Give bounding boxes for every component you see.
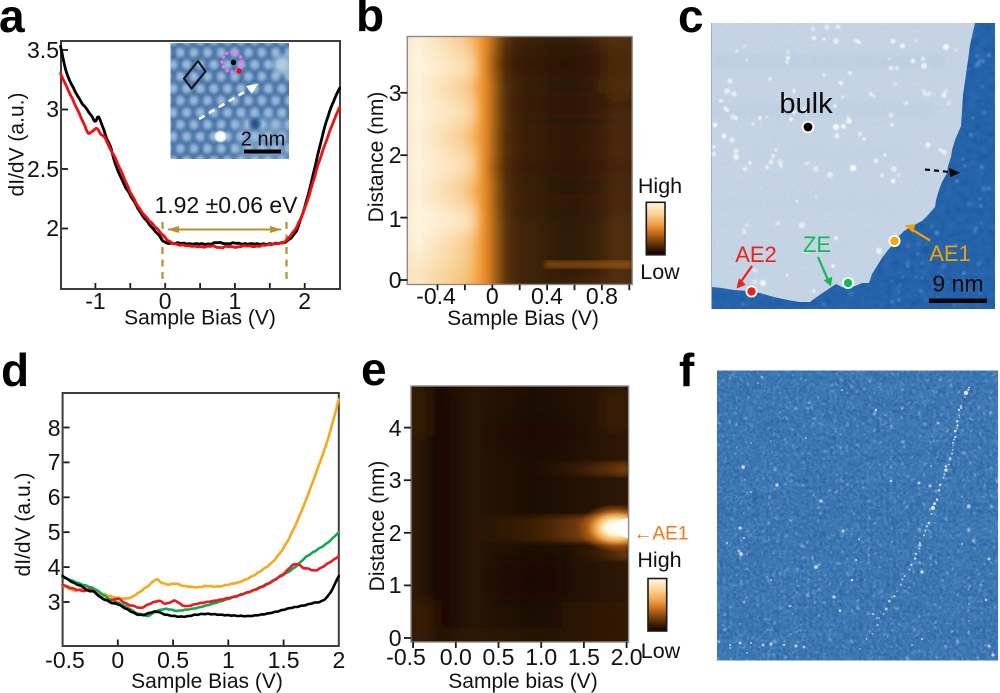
svg-text:bulk: bulk: [779, 88, 833, 120]
svg-text:AE2: AE2: [735, 242, 777, 267]
svg-text:2 nm: 2 nm: [241, 129, 285, 151]
svg-text:AE1: AE1: [929, 241, 971, 266]
svg-text:3: 3: [48, 589, 61, 615]
svg-text:1: 1: [229, 288, 242, 314]
svg-text:0.8: 0.8: [586, 283, 618, 309]
svg-text:-1: -1: [85, 288, 105, 314]
svg-text:2: 2: [389, 142, 402, 168]
svg-text:2.0: 2.0: [611, 644, 643, 670]
svg-text:1: 1: [222, 647, 235, 673]
svg-text:Sample Bias (V): Sample Bias (V): [124, 307, 276, 330]
svg-text:3: 3: [46, 96, 59, 122]
svg-text:Sample bias (V): Sample bias (V): [448, 670, 597, 693]
svg-text:Sample Bias (V): Sample Bias (V): [447, 307, 599, 330]
svg-text:High: High: [637, 548, 681, 572]
svg-text:e: e: [361, 343, 387, 395]
svg-text:9 nm: 9 nm: [932, 271, 983, 297]
svg-text:0: 0: [111, 647, 124, 673]
svg-text:8: 8: [48, 415, 61, 441]
svg-text:6: 6: [48, 484, 61, 510]
svg-text:4: 4: [389, 415, 402, 441]
svg-text:dI/dV (a.u.): dI/dV (a.u.): [12, 473, 35, 577]
svg-text:0.5: 0.5: [483, 644, 515, 670]
svg-text:2: 2: [46, 215, 59, 241]
svg-text:a: a: [0, 0, 25, 42]
svg-text:2: 2: [389, 520, 402, 546]
svg-text:Sample Bias (V): Sample Bias (V): [131, 670, 283, 693]
svg-text:1.92 ±0.06 eV: 1.92 ±0.06 eV: [154, 192, 298, 218]
svg-text:3: 3: [389, 80, 402, 106]
svg-text:Distance (nm): Distance (nm): [366, 461, 389, 592]
svg-text:4: 4: [48, 554, 61, 580]
svg-text:1.5: 1.5: [268, 647, 300, 673]
svg-text:-0.4: -0.4: [416, 283, 456, 309]
svg-text:2.5: 2.5: [27, 156, 59, 182]
svg-text:0: 0: [389, 267, 402, 293]
svg-text:d: d: [1, 344, 29, 396]
svg-text:0: 0: [486, 283, 499, 309]
svg-text:1: 1: [389, 206, 402, 232]
svg-text:ZE: ZE: [803, 232, 831, 257]
svg-text:3.5: 3.5: [27, 37, 59, 63]
svg-text:Low: Low: [641, 639, 681, 663]
svg-text:Low: Low: [640, 260, 680, 284]
svg-text:0: 0: [159, 288, 172, 314]
svg-text:1: 1: [389, 572, 402, 598]
svg-text:Distance (nm): Distance (nm): [365, 92, 388, 223]
svg-text:0.4: 0.4: [531, 283, 563, 309]
svg-text:2: 2: [298, 288, 311, 314]
svg-text:High: High: [638, 174, 682, 198]
svg-text:2: 2: [333, 647, 346, 673]
svg-text:3: 3: [389, 467, 402, 493]
svg-text:-0.5: -0.5: [45, 647, 85, 673]
svg-text:←AE1: ←AE1: [634, 524, 689, 545]
svg-text:-0.5: -0.5: [386, 644, 426, 670]
svg-text:0.5: 0.5: [157, 647, 189, 673]
svg-text:7: 7: [48, 449, 61, 475]
svg-text:0: 0: [389, 625, 402, 651]
svg-text:dI/dV (a.u.): dI/dV (a.u.): [6, 93, 29, 197]
svg-text:f: f: [679, 344, 695, 396]
svg-text:c: c: [678, 0, 704, 42]
svg-text:0.0: 0.0: [440, 644, 472, 670]
svg-text:5: 5: [48, 519, 61, 545]
svg-text:1.0: 1.0: [525, 644, 557, 670]
svg-text:1.5: 1.5: [568, 644, 600, 670]
svg-text:b: b: [356, 0, 384, 41]
